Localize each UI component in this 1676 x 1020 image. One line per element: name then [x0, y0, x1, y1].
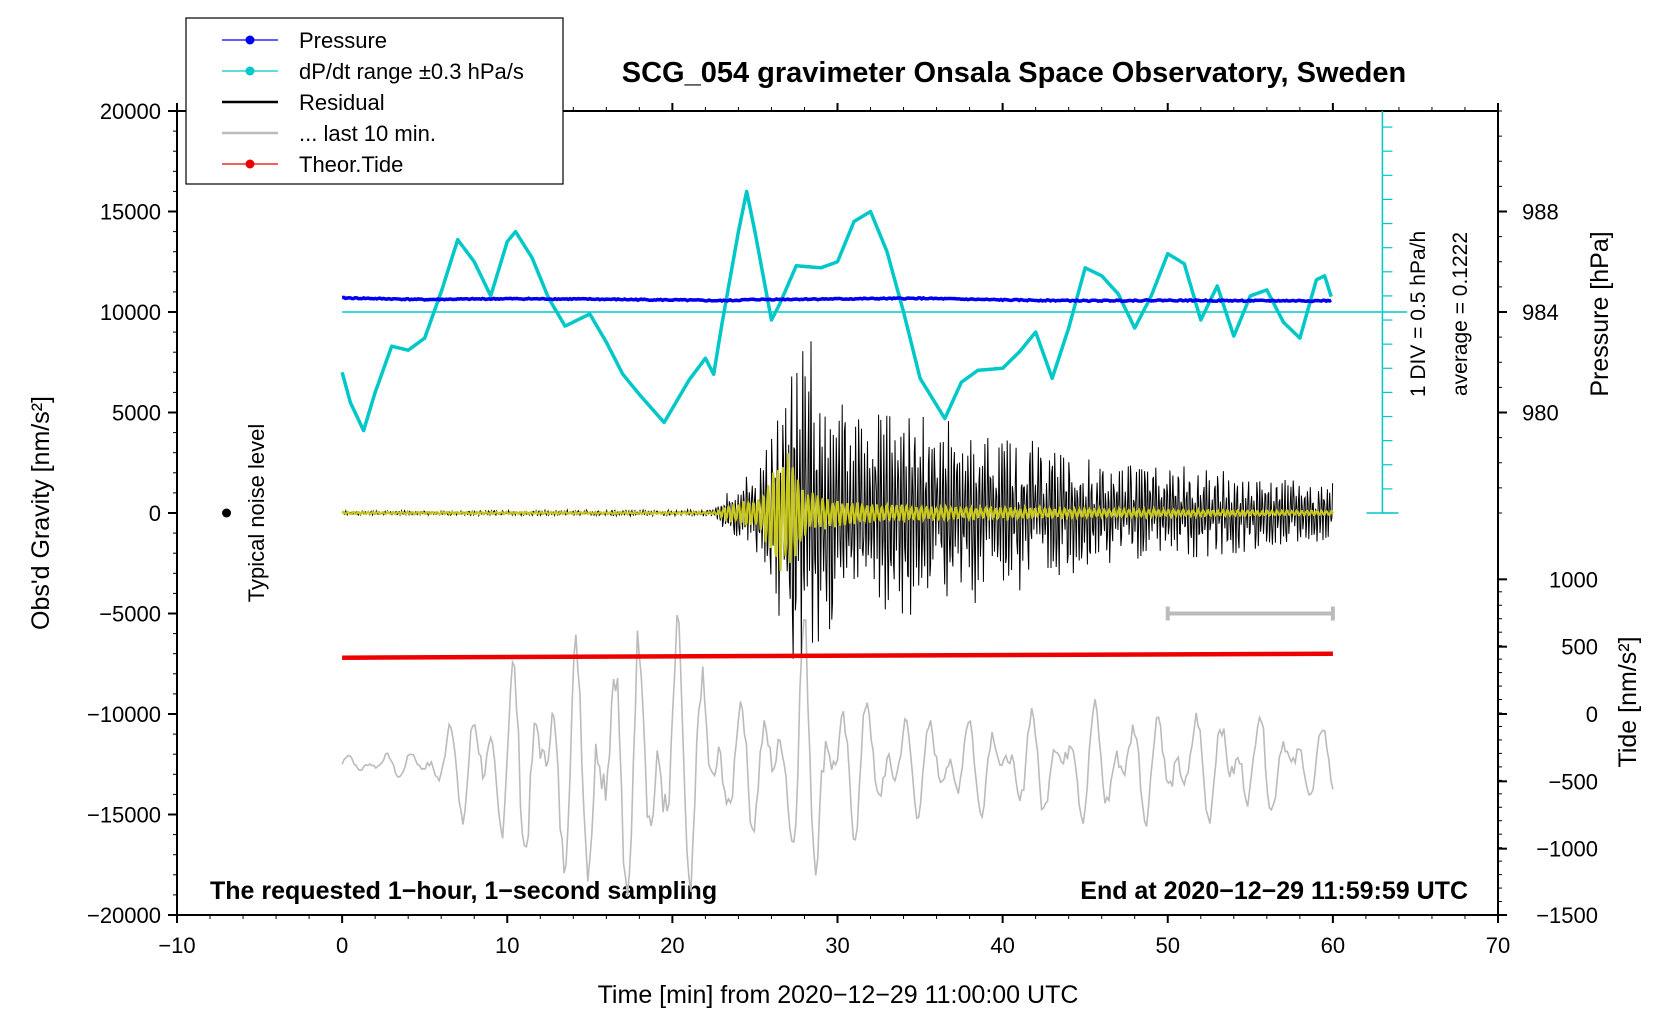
- y-tick-label: −20000: [87, 903, 161, 928]
- pressure-axis-label: Pressure [hPa]: [1586, 231, 1614, 396]
- div-note: 1 DIV = 0.5 hPa/h: [1407, 231, 1430, 397]
- axis-ticks: −10 0 10 20 30 40 50 60 7020000150001000050000−5…: [87, 99, 1598, 958]
- y-tick-label: −15000: [87, 803, 161, 828]
- y-tick-label: −10000: [87, 702, 161, 727]
- legend-swatch-dot: [245, 35, 255, 45]
- tide-tick-label: −500: [1548, 769, 1598, 794]
- last-10-min-trace: [341, 614, 1334, 896]
- tide-tick-label: −1000: [1536, 837, 1598, 862]
- pressure-tick-label: 980: [1522, 401, 1559, 426]
- x-tick-label: 60: [1321, 933, 1345, 958]
- noise-level-label: Typical noise level: [244, 424, 269, 603]
- x-tick-label: −10: [158, 933, 195, 958]
- legend-label: ... last 10 min.: [299, 121, 436, 146]
- legend-label: Theor.Tide: [299, 152, 403, 177]
- x-tick-label: 50: [1156, 933, 1180, 958]
- dpdt-trace: [340, 189, 1333, 433]
- theor-tide-trace: [342, 651, 1333, 660]
- legend: Pressure dP/dt range ±0.3 hPa/s Residual..…: [185, 17, 564, 185]
- x-axis-label: Time [min] from 2020−12−29 11:00:00 UTC: [598, 981, 1079, 1009]
- x-tick-label: 40: [990, 933, 1014, 958]
- y-axis-label: Obs'd Gravity [nm/s²]: [27, 396, 55, 630]
- tide-tick-label: 0: [1586, 702, 1598, 727]
- data-series: [222, 189, 1408, 896]
- y-tick-label: 5000: [112, 401, 161, 426]
- legend-swatch-dot: [245, 159, 255, 169]
- legend-label: dP/dt range ±0.3 hPa/s: [299, 59, 524, 84]
- y-tick-label: 10000: [100, 300, 161, 325]
- sampling-note: The requested 1−hour, 1−second sampling: [210, 877, 717, 905]
- pressure-tick-label: 988: [1522, 200, 1559, 225]
- x-tick-label: 70: [1486, 933, 1510, 958]
- tide-tick-label: 1000: [1549, 567, 1598, 592]
- y-tick-label: −5000: [99, 602, 161, 627]
- x-tick-label: 30: [825, 933, 849, 958]
- pressure-tick-label: 984: [1522, 300, 1559, 325]
- y-tick-label: 15000: [100, 200, 161, 225]
- pressure-trace: [341, 295, 1332, 304]
- chart-title: SCG_054 gravimeter Onsala Space Observat…: [622, 57, 1406, 89]
- average-note: average = 0.1222: [1449, 232, 1472, 396]
- x-tick-label: 0: [336, 933, 348, 958]
- tide-tick-label: 500: [1561, 635, 1598, 660]
- residual-trace: [341, 341, 1334, 659]
- legend-label: Pressure: [299, 28, 387, 53]
- legend-label: Residual: [299, 90, 385, 115]
- legend-swatch-dot: [245, 66, 255, 76]
- tide-axis-label: Tide [nm/s²]: [1614, 636, 1642, 767]
- y-tick-label: 20000: [100, 99, 161, 124]
- tide-tick-label: −1500: [1536, 903, 1598, 928]
- filtered-residual-trace: [341, 453, 1334, 572]
- x-tick-label: 20: [660, 933, 684, 958]
- noise-level-marker: [222, 508, 232, 518]
- y-tick-label: 0: [149, 501, 161, 526]
- x-tick-label: 10: [495, 933, 519, 958]
- end-time-note: End at 2020−12−29 11:59:59 UTC: [1080, 877, 1468, 905]
